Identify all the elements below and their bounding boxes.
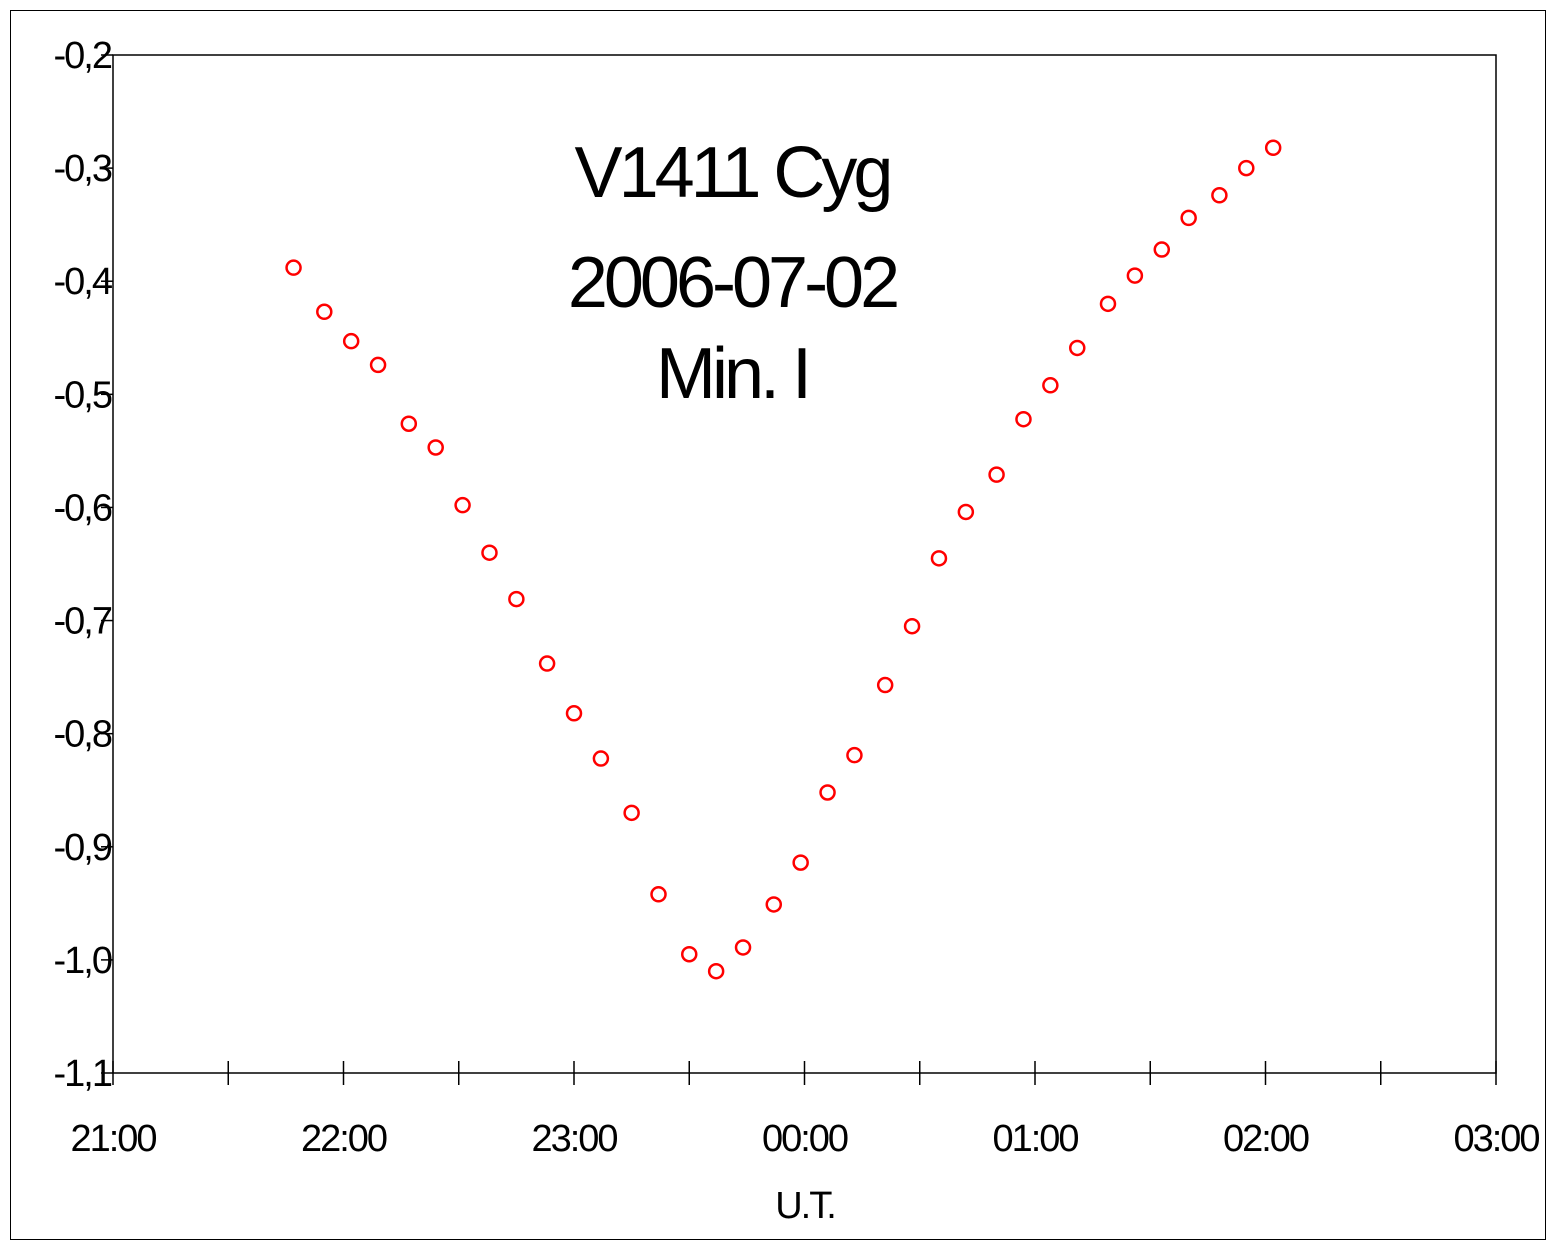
data-point xyxy=(1153,241,1171,258)
y-tick-label: -0,8 xyxy=(54,714,112,756)
title-line-2: 2006-07-02 xyxy=(568,243,897,323)
data-point xyxy=(650,886,667,903)
y-tick-label: -0,5 xyxy=(54,374,112,416)
x-tick-label: 21:00 xyxy=(70,1118,156,1160)
data-point xyxy=(369,356,387,374)
y-tick-label: -1,1 xyxy=(54,1053,112,1095)
data-point xyxy=(792,854,809,871)
data-point xyxy=(565,705,583,722)
data-point xyxy=(285,259,302,276)
y-tick-label: -0,7 xyxy=(54,601,112,643)
data-point xyxy=(1211,187,1228,204)
x-tick-label: 23:00 xyxy=(531,1118,617,1160)
data-point xyxy=(1015,410,1032,428)
x-axis: 21:00 22:00 23:00 00:00 01:00 02:00 03:00 xyxy=(70,1061,1541,1160)
data-point xyxy=(427,439,444,456)
x-tick-label: 01:00 xyxy=(992,1118,1078,1160)
data-point xyxy=(1069,339,1086,357)
y-tick-label: -0,4 xyxy=(54,261,113,303)
y-tick-label: -1,0 xyxy=(54,940,112,982)
data-point xyxy=(1126,267,1144,284)
data-point xyxy=(707,962,725,980)
data-point xyxy=(819,784,836,801)
data-point xyxy=(342,332,360,350)
data-point xyxy=(846,746,863,764)
data-point xyxy=(1042,377,1059,394)
x-axis-title: U.T. xyxy=(775,1185,835,1227)
data-series xyxy=(285,139,1282,980)
data-point xyxy=(765,896,783,913)
data-point xyxy=(930,550,948,567)
y-tick-label: -0,6 xyxy=(54,487,112,529)
data-point xyxy=(316,303,333,321)
data-point xyxy=(454,496,471,514)
data-point xyxy=(957,503,975,521)
data-point xyxy=(903,617,921,635)
x-tick-label: 00:00 xyxy=(762,1118,848,1160)
data-point xyxy=(1238,159,1255,177)
y-tick-label: -0,9 xyxy=(54,827,112,869)
x-tick-label: 22:00 xyxy=(301,1118,387,1160)
y-tick-label: -0,3 xyxy=(54,148,112,190)
data-point xyxy=(400,415,418,432)
title-line-1: V1411 Cyg xyxy=(575,133,890,213)
y-axis: -0,2 -0,3 -0,4 -0,5 -0,6 -0,7 -0,8 -0,9 -1,0 -1,1 xyxy=(54,35,115,1095)
chart-frame xyxy=(10,10,1546,1240)
data-point xyxy=(681,945,698,963)
data-point xyxy=(538,655,556,672)
x-tick-label: 03:00 xyxy=(1453,1118,1539,1160)
data-point xyxy=(734,939,752,956)
title-line-3: Min. I xyxy=(656,334,808,414)
data-point xyxy=(623,804,640,822)
data-point xyxy=(1180,209,1197,227)
chart-title: V1411 Cyg 2006-07-02 Min. I xyxy=(568,133,901,414)
data-point xyxy=(481,544,498,561)
data-point xyxy=(1099,295,1117,313)
data-point xyxy=(876,676,894,694)
data-point xyxy=(592,750,610,767)
y-tick-label: -0,2 xyxy=(54,35,112,77)
data-point xyxy=(1264,139,1282,157)
data-point xyxy=(508,590,525,608)
x-tick-label: 02:00 xyxy=(1223,1118,1309,1160)
data-point xyxy=(988,466,1005,483)
